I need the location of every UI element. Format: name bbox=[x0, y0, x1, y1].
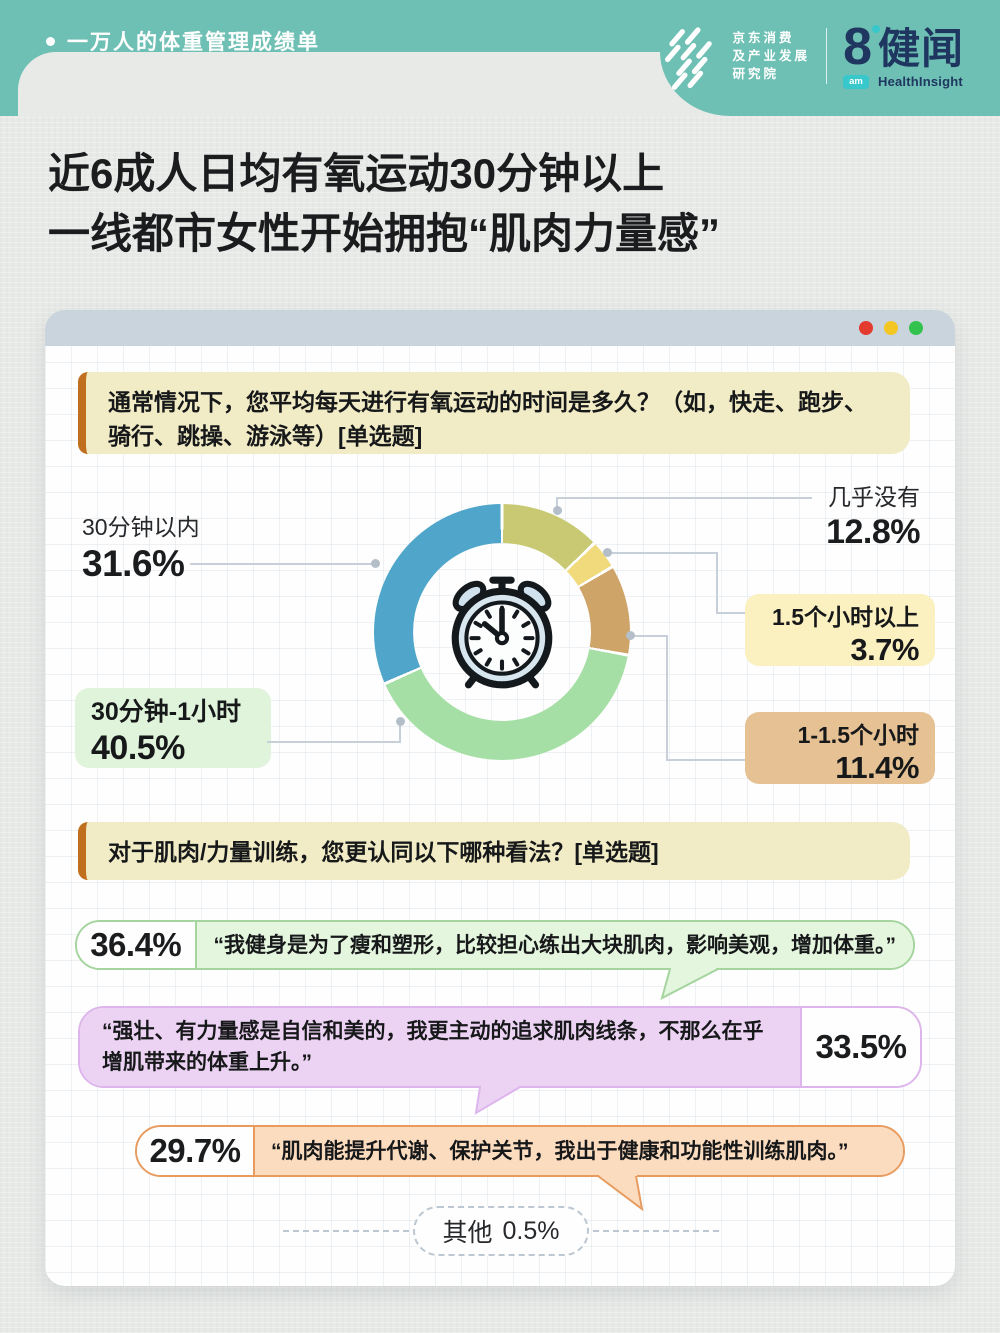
alarm-clock-icon bbox=[451, 576, 553, 689]
leader-dot bbox=[603, 548, 612, 557]
other-percent: 0.5% bbox=[502, 1216, 560, 1245]
brand-am-badge: am bbox=[843, 75, 869, 89]
segment-value: 40.5% bbox=[91, 729, 185, 767]
brand-logo: 8 健闻 am HealthInsight bbox=[843, 21, 964, 89]
page-title-line1: 近6成人日均有氧运动30分钟以上 bbox=[48, 150, 665, 197]
leader-dot bbox=[553, 506, 562, 515]
segment-label: 1-1.5个小时 bbox=[797, 722, 919, 748]
window-dot-red-icon bbox=[859, 321, 873, 335]
page-title-line2: 一线都市女性开始拥抱“肌肉力量感” bbox=[48, 210, 721, 257]
survey-card bbox=[45, 310, 955, 1286]
leader-dot bbox=[396, 717, 405, 726]
jd-stripes-logo-icon bbox=[664, 27, 712, 90]
opinion-quote: “强壮、有力量感是自信和美的，我更主动的追求肌肉线条，不那么在乎增肌带来的体重上… bbox=[80, 1008, 800, 1086]
page-title: 近6成人日均有氧运动30分钟以上 一线都市女性开始拥抱“肌肉力量感” bbox=[48, 144, 720, 264]
segment-value: 12.8% bbox=[826, 513, 920, 551]
brand-dot-icon bbox=[871, 25, 880, 33]
speech-bubble-tail bbox=[474, 1086, 521, 1115]
speech-bubble-tail bbox=[597, 1175, 644, 1211]
opinion-quote: “我健身是为了瘦和塑形，比较担心练出大块肌肉，影响美观，增加体重。” bbox=[196, 922, 913, 968]
leader-line bbox=[634, 635, 668, 637]
opinion-quote: “肌肉能提升代谢、保护关节，我出于健康和功能性训练肌肉。” bbox=[255, 1127, 903, 1175]
leader-line bbox=[666, 759, 745, 761]
leader-line bbox=[267, 741, 401, 743]
window-dot-yellow-icon bbox=[884, 321, 898, 335]
leader-line bbox=[190, 563, 375, 565]
opinion-percent: 33.5% bbox=[800, 1008, 920, 1086]
bullet-icon bbox=[46, 36, 55, 46]
callout-almost-none: 几乎没有 12.8% bbox=[826, 482, 920, 552]
donut-chart bbox=[374, 504, 630, 760]
logo-divider bbox=[826, 28, 828, 84]
opinion-bubble-1: 36.4% “我健身是为了瘦和塑形，比较担心练出大块肌肉，影响美观，增加体重。” bbox=[75, 920, 915, 970]
header-swoosh bbox=[660, 52, 1000, 116]
window-titlebar bbox=[45, 310, 955, 346]
leader-line bbox=[556, 497, 558, 509]
segment-label: 几乎没有 bbox=[828, 484, 920, 510]
logo-group: 京东消费 及产业发展 研究院 8 健闻 am HealthInsight bbox=[664, 20, 964, 92]
question2-banner: 对于肌肉/力量训练，您更认同以下哪种看法？[单选题] bbox=[78, 822, 910, 880]
brand-name: 健闻 bbox=[877, 25, 964, 72]
callout-under-30min: 30分钟以内 31.6% bbox=[82, 512, 200, 586]
leader-dot bbox=[371, 559, 380, 568]
segment-value: 3.7% bbox=[850, 632, 919, 667]
callout-60-90min: 1-1.5个小时 11.4% bbox=[745, 712, 935, 785]
opinion-percent: 36.4% bbox=[77, 922, 197, 968]
leader-dot bbox=[626, 631, 635, 640]
leader-line bbox=[556, 497, 812, 499]
leader-line bbox=[716, 552, 718, 614]
org-line: 及产业发展 bbox=[732, 48, 811, 63]
segment-label: 30分钟以内 bbox=[82, 514, 200, 540]
donut-hole bbox=[413, 543, 591, 721]
opinion-bubble-3: 29.7% “肌肉能提升代谢、保护关节，我出于健康和功能性训练肌肉。” bbox=[135, 1125, 905, 1177]
segment-label: 30分钟-1小时 bbox=[91, 698, 242, 726]
segment-value: 11.4% bbox=[835, 750, 919, 785]
org-name: 京东消费 及产业发展 研究院 bbox=[733, 31, 811, 82]
dashed-connector bbox=[283, 1230, 409, 1232]
tagline-text: 一万人的体重管理成绩单 bbox=[67, 31, 320, 54]
org-line: 研究院 bbox=[732, 66, 780, 81]
callout-over-90min: 1.5个小时以上 3.7% bbox=[745, 594, 935, 667]
segment-value: 31.6% bbox=[82, 543, 185, 584]
window-dot-green-icon bbox=[909, 321, 923, 335]
callout-30-60min: 30分钟-1小时 40.5% bbox=[75, 688, 271, 768]
leader-line bbox=[399, 724, 401, 743]
header-tagline: 一万人的体重管理成绩单 bbox=[46, 26, 320, 56]
other-label: 其他 bbox=[442, 1219, 493, 1247]
opinion-bubble-2: “强壮、有力量感是自信和美的，我更主动的追求肌肉线条，不那么在乎增肌带来的体重上… bbox=[78, 1006, 922, 1088]
speech-bubble-tail bbox=[660, 968, 719, 1000]
leader-line bbox=[610, 552, 718, 554]
segment-label: 1.5个小时以上 bbox=[772, 604, 919, 630]
dashed-connector bbox=[593, 1230, 719, 1232]
brand-number: 8 bbox=[843, 21, 880, 73]
brand-subtitle: HealthInsight bbox=[877, 74, 963, 89]
question1-banner: 通常情况下，您平均每天进行有氧运动的时间是多久？（如，快走、跑步、骑行、跳操、游… bbox=[78, 372, 910, 454]
leader-line bbox=[666, 635, 668, 761]
other-option: 其他 0.5% bbox=[413, 1206, 589, 1256]
leader-line bbox=[716, 612, 745, 614]
org-line: 京东消费 bbox=[732, 30, 795, 45]
opinion-percent: 29.7% bbox=[137, 1127, 255, 1175]
